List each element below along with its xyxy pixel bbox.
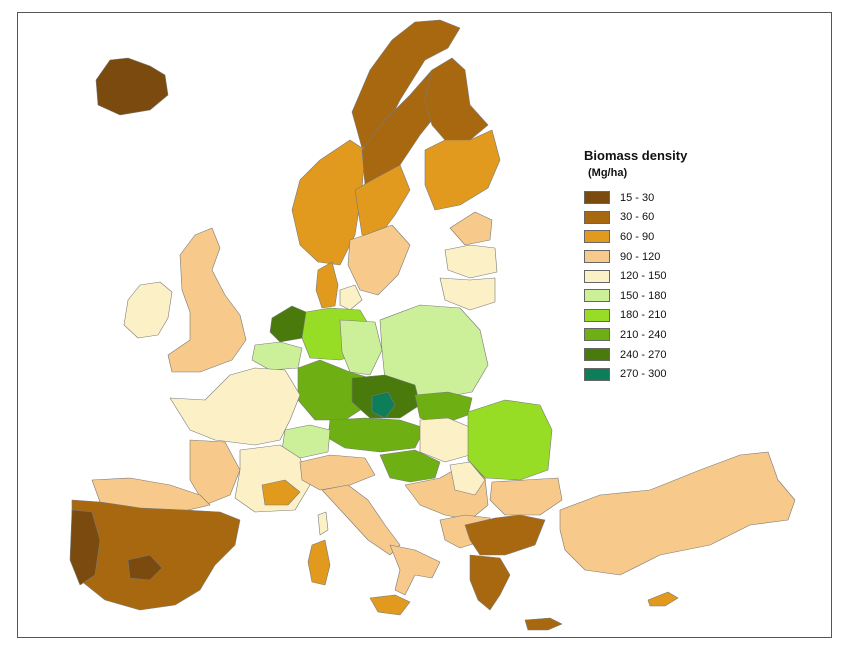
- region-netherlands: [269, 305, 307, 343]
- legend-label: 150 - 180: [620, 289, 667, 302]
- region-estonia: [449, 211, 493, 246]
- region-great-britain: [167, 227, 247, 373]
- legend-swatch: [584, 289, 610, 303]
- legend-item: 180 - 210: [584, 306, 714, 326]
- region-lithuania: [439, 277, 496, 311]
- legend-swatch: [584, 191, 610, 205]
- legend-label: 180 - 210: [620, 309, 667, 322]
- legend-item: 210 - 240: [584, 325, 714, 345]
- region-france-west: [189, 439, 241, 506]
- region-portugal: [69, 509, 101, 586]
- region-finland-north: [424, 57, 489, 141]
- region-austria: [327, 417, 426, 453]
- region-latvia: [444, 244, 498, 279]
- region-ireland: [123, 281, 173, 339]
- region-belgium: [251, 341, 303, 371]
- region-corsica: [317, 511, 329, 536]
- legend-item: 60 - 90: [584, 227, 714, 247]
- region-italy-south: [389, 544, 441, 596]
- region-sweden-south: [347, 224, 411, 296]
- legend-label: 60 - 90: [620, 230, 655, 243]
- region-sardinia: [307, 539, 331, 586]
- legend-swatch: [584, 367, 610, 381]
- legend-swatch: [584, 328, 610, 342]
- region-italy-north: [299, 454, 376, 491]
- legend-item: 120 - 150: [584, 266, 714, 286]
- region-czechia-core: [371, 391, 396, 419]
- region-iceland: [95, 57, 169, 116]
- region-bulgaria: [489, 477, 563, 516]
- region-france-massif: [261, 479, 301, 506]
- legend-title: Biomass density: [584, 148, 688, 163]
- legend-label: 30 - 60: [620, 211, 655, 224]
- legend-units: (Mg/ha): [588, 167, 628, 179]
- legend-items: 15 - 30 30 - 60 60 - 90 90 - 120 120 - 150 15…: [584, 188, 714, 384]
- region-romania: [467, 399, 553, 481]
- region-sicily: [369, 594, 411, 616]
- region-greece-south: [469, 554, 511, 611]
- region-poland: [379, 304, 489, 399]
- legend-item: 240 - 270: [584, 345, 714, 365]
- legend-item: 15 - 30: [584, 188, 714, 208]
- region-cyprus: [647, 591, 679, 607]
- region-france-north: [169, 367, 301, 446]
- region-spain-castilla: [127, 554, 163, 581]
- region-iberia-main: [71, 499, 241, 611]
- legend-item: 150 - 180: [584, 286, 714, 306]
- legend-label: 240 - 270: [620, 348, 667, 361]
- legend-swatch: [584, 230, 610, 244]
- legend: Biomass density (Mg/ha) 15 - 30 30 - 60 60…: [584, 148, 714, 384]
- region-croatia-slovenia: [379, 449, 441, 483]
- legend-label: 270 - 300: [620, 368, 667, 381]
- region-turkey: [559, 451, 796, 576]
- legend-swatch: [584, 210, 610, 224]
- legend-label: 210 - 240: [620, 328, 667, 341]
- region-crete: [524, 617, 563, 631]
- region-hungary: [419, 417, 473, 463]
- legend-item: 30 - 60: [584, 208, 714, 228]
- legend-label: 90 - 120: [620, 250, 661, 263]
- region-italy-central: [321, 484, 401, 556]
- legend-swatch: [584, 250, 610, 264]
- legend-swatch: [584, 269, 610, 283]
- region-denmark-east: [339, 284, 363, 311]
- region-finland-south: [424, 129, 501, 211]
- region-germany-east: [339, 319, 383, 376]
- legend-item: 270 - 300: [584, 364, 714, 384]
- legend-swatch: [584, 348, 610, 362]
- legend-swatch: [584, 308, 610, 322]
- legend-label: 120 - 150: [620, 270, 667, 283]
- region-greece-north: [464, 514, 546, 556]
- region-serbia-south: [449, 461, 486, 496]
- legend-item: 90 - 120: [584, 247, 714, 267]
- legend-label: 15 - 30: [620, 191, 655, 204]
- region-denmark-west: [315, 261, 339, 309]
